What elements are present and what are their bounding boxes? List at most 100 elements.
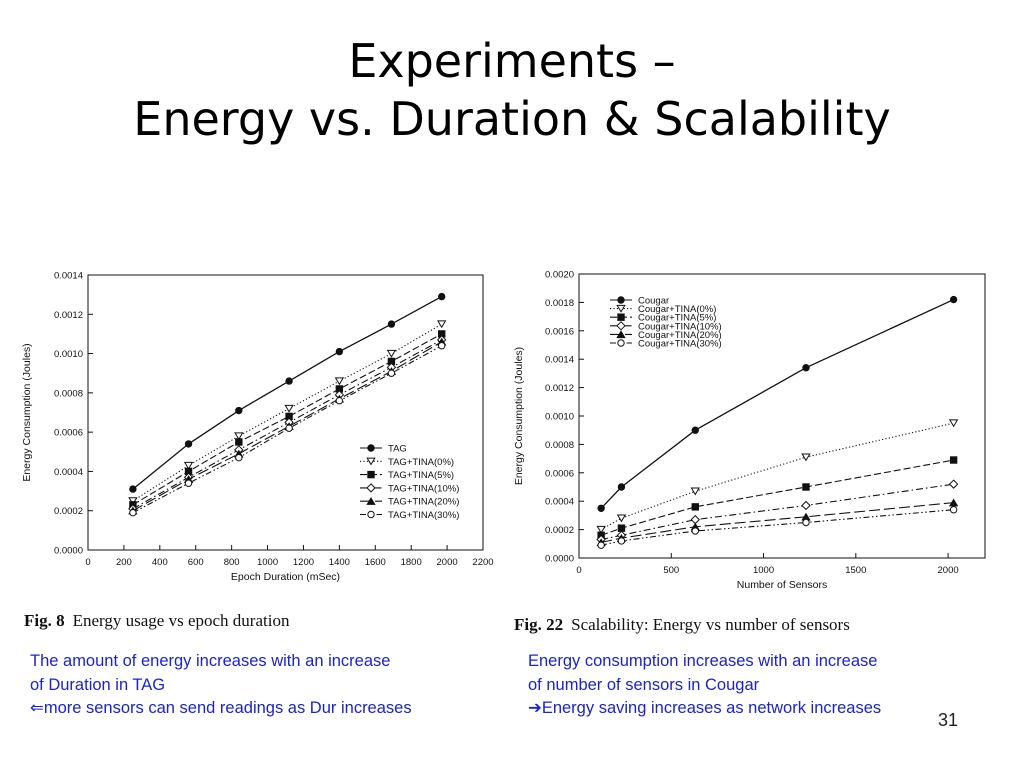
- data-point: [438, 292, 446, 301]
- y-tick-label: 0.0006: [545, 468, 574, 479]
- series-1: [596, 419, 959, 534]
- data-point: [617, 524, 626, 532]
- legend-entry: Cougar+TINA(5%): [638, 313, 716, 324]
- x-axis-label: Epoch Duration (mSec): [231, 571, 340, 583]
- y-tick-label: 0.0000: [54, 546, 83, 557]
- note-right: Energy consumption increases with an inc…: [528, 650, 881, 721]
- legend-marker: [367, 510, 375, 519]
- legend-marker: [366, 457, 376, 466]
- y-tick-label: 0.0002: [54, 506, 83, 517]
- legend-marker: [616, 304, 626, 313]
- legend-entry: Cougar+TINA(20%): [638, 330, 722, 341]
- figure-number: Fig. 22: [514, 615, 564, 634]
- data-point: [690, 487, 700, 496]
- x-tick-label: 2000: [437, 557, 458, 568]
- note-line-arrow: ⇐more sensors can send readings as Dur i…: [30, 697, 412, 721]
- figure-caption-right: Fig. 22 Scalability: Energy vs number of …: [514, 615, 850, 635]
- data-point: [802, 483, 810, 491]
- x-tick-label: 800: [224, 557, 240, 568]
- figure-caption-text: Scalability: Energy vs number of sensors: [571, 615, 850, 634]
- figure-caption-text: Energy usage vs epoch duration: [72, 611, 290, 630]
- y-tick-label: 0.0012: [54, 310, 83, 321]
- series-5: [129, 342, 446, 517]
- legend-marker: [617, 296, 625, 304]
- data-point: [617, 483, 626, 491]
- series-line: [601, 509, 954, 546]
- series-0: [129, 292, 446, 493]
- y-tick-label: 0.0004: [54, 467, 83, 478]
- legend-marker: [616, 321, 626, 331]
- y-axis-label: Energy Consumption (Joules): [21, 343, 33, 481]
- series-line: [601, 483, 954, 541]
- data-point: [691, 527, 699, 535]
- data-point: [691, 503, 699, 511]
- data-point: [334, 377, 345, 386]
- note-line: The amount of energy increases with an i…: [30, 652, 391, 670]
- y-tick-label: 0.0008: [545, 440, 574, 451]
- right-arrow-icon: ➔: [528, 699, 542, 717]
- x-tick-label: 2000: [938, 565, 959, 576]
- data-point: [948, 479, 959, 489]
- data-point: [284, 404, 294, 413]
- y-tick-label: 0.0010: [545, 412, 574, 423]
- y-tick-label: 0.0012: [545, 383, 574, 394]
- x-tick-label: 400: [152, 557, 168, 568]
- series-line: [600, 422, 954, 531]
- data-point: [128, 497, 138, 506]
- x-tick-label: 1500: [845, 565, 866, 576]
- x-tick-label: 1400: [329, 557, 350, 568]
- x-tick-label: 1000: [753, 565, 774, 576]
- data-point: [129, 485, 137, 493]
- y-tick-label: 0.0006: [54, 428, 83, 439]
- x-tick-label: 1200: [293, 557, 314, 568]
- left-arrow-icon: ⇐: [30, 699, 44, 717]
- data-point: [801, 500, 811, 511]
- series-5: [597, 506, 958, 549]
- legend: CougarCougar+TINA(0%)Cougar+TINA(5%)Coug…: [610, 296, 722, 350]
- data-point: [335, 347, 344, 356]
- data-point: [948, 498, 959, 507]
- legend-entry: TAG+TINA(5%): [388, 470, 454, 481]
- data-point: [690, 514, 700, 525]
- plot-frame: [87, 274, 484, 551]
- y-tick-label: 0.0014: [545, 355, 574, 366]
- x-tick-label: 600: [188, 557, 204, 568]
- legend-marker: [617, 339, 625, 347]
- energy-vs-sensors-chart: 0.0000 0.0002 0.0004 0.0006 0.0008 0.0010 0.00…: [513, 270, 986, 591]
- legend-entry: TAG+TINA(30%): [388, 510, 459, 521]
- x-tick-label: 1600: [365, 557, 386, 568]
- title-line-2: Energy vs. Duration & Scalability: [133, 92, 891, 146]
- legend: TAG TAG+TINA(0%) TAG+TINA(5%) TAG+TINA(10%)…: [360, 444, 459, 521]
- note-left: The amount of energy increases with an i…: [30, 650, 412, 721]
- legend-entry: TAG+TINA(20%): [388, 497, 459, 508]
- series-1: [128, 320, 447, 506]
- series-2: [597, 456, 958, 539]
- note-line-arrow: ➔Energy saving increases as network incr…: [528, 697, 881, 721]
- legend-entry: Cougar+TINA(10%): [638, 321, 722, 332]
- data-point: [949, 506, 958, 514]
- y-tick-label: 0.0004: [545, 497, 574, 508]
- x-axis-label: Number of Sensors: [737, 579, 827, 591]
- y-axis-label: Energy Consumption (Joules): [513, 347, 525, 485]
- data-point: [691, 426, 699, 434]
- data-point: [597, 541, 605, 549]
- page-number: 31: [938, 710, 959, 730]
- x-tick-label: 1000: [257, 557, 278, 568]
- note-line: of Duration in TAG: [30, 675, 166, 694]
- data-point: [285, 424, 293, 432]
- series-line: [600, 459, 954, 536]
- data-point: [387, 320, 396, 328]
- legend-marker: [367, 470, 375, 479]
- legend-entry: Cougar+TINA(0%): [638, 304, 716, 315]
- data-point: [234, 432, 244, 441]
- y-tick-label: 0.0018: [545, 298, 574, 309]
- legend-marker: [367, 444, 375, 452]
- data-point: [184, 479, 193, 487]
- y-tick-label: 0.0008: [54, 388, 83, 399]
- note-line-text: Energy saving increases as network incre…: [541, 699, 882, 717]
- x-tick-label: 1800: [401, 557, 422, 568]
- legend-entry: TAG+TINA(0%): [388, 457, 454, 468]
- slide-title: Experiments – Energy vs. Duration & Scal…: [0, 32, 1024, 148]
- data-point: [949, 295, 958, 304]
- data-point: [129, 508, 137, 517]
